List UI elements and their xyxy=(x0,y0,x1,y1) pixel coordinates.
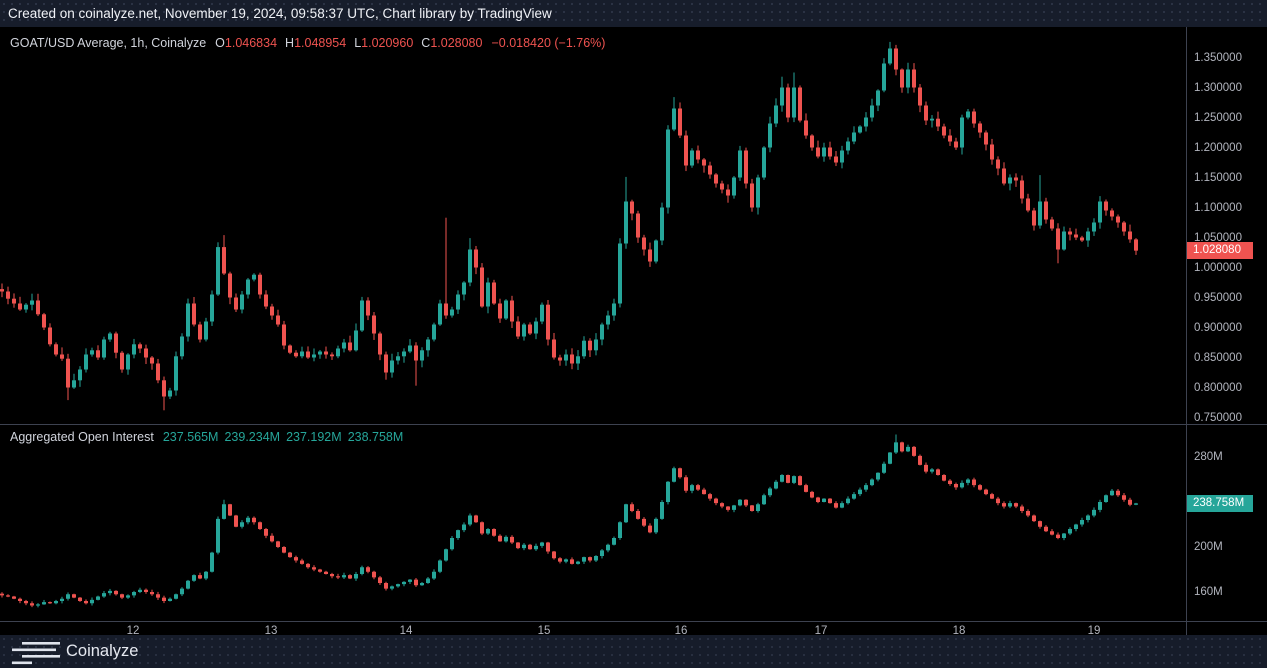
axis-tick-label: 1.000000 xyxy=(1194,261,1242,274)
axis-tick-label: 0.800000 xyxy=(1194,381,1242,394)
axis-tick-label: 1.100000 xyxy=(1194,201,1242,214)
time-tick-label: 19 xyxy=(1087,625,1101,637)
time-tick-label: 17 xyxy=(814,625,828,637)
price-change: −0.018420 (−1.76%) xyxy=(491,36,606,50)
pane-divider[interactable] xyxy=(0,424,1267,425)
oi-title[interactable]: Aggregated Open Interest xyxy=(10,430,154,444)
last-oi-badge: 238.758M xyxy=(1187,494,1253,512)
footer-bar: Coinalyze xyxy=(0,635,1267,668)
candlestick-chart-canvas[interactable] xyxy=(0,27,1267,635)
axis-tick-label: 1.150000 xyxy=(1194,171,1242,184)
ohlc-item-o: O1.046834 xyxy=(215,36,278,50)
oi-legend-value: 237.565M xyxy=(162,430,219,444)
axis-tick-label: 1.350000 xyxy=(1194,51,1242,64)
axis-tick-label: 1.250000 xyxy=(1194,111,1242,124)
time-tick-label: 14 xyxy=(399,625,413,637)
oi-legend-value: 239.234M xyxy=(224,430,281,444)
ohlc-item-c: C1.028080 xyxy=(421,36,483,50)
time-scale-drag-area[interactable] xyxy=(0,621,1186,635)
axis-tick-label: 1.300000 xyxy=(1194,81,1242,94)
oi-legend-value: 237.192M xyxy=(286,430,342,444)
time-tick-label: 16 xyxy=(674,625,688,637)
time-tick-label: 13 xyxy=(264,625,278,637)
axis-tick-label: 0.900000 xyxy=(1194,321,1242,334)
axis-tick-label: 0.950000 xyxy=(1194,291,1242,304)
price-scale-drag-area[interactable] xyxy=(1186,27,1267,621)
ohlc-values: O1.046834 H1.048954 L1.020960 C1.028080 xyxy=(215,36,482,50)
time-tick-label: 12 xyxy=(126,625,140,637)
oi-legend-value: 238.758M xyxy=(347,430,404,444)
oi-ohlc-values: 237.565M 239.234M 237.192M 238.758M xyxy=(163,430,409,444)
coinalyze-brand-link[interactable]: Coinalyze xyxy=(10,639,138,665)
price-pane-legend: GOAT/USD Average, 1h, Coinalyze O1.04683… xyxy=(10,36,605,50)
ohlc-item-l: L1.020960 xyxy=(354,36,414,50)
coinalyze-logo-icon xyxy=(10,639,62,665)
coinalyze-brand-label: Coinalyze xyxy=(66,642,139,660)
last-price-badge: 1.028080 xyxy=(1187,242,1253,260)
axis-tick-label: 1.200000 xyxy=(1194,141,1242,154)
axis-tick-label: 1.050000 xyxy=(1194,231,1242,244)
time-tick-label: 15 xyxy=(537,625,551,637)
symbol-title[interactable]: GOAT/USD Average, 1h, Coinalyze xyxy=(10,36,207,50)
price-scale-border xyxy=(1186,27,1187,635)
ohlc-item-h: H1.048954 xyxy=(285,36,347,50)
attribution-bar: Created on coinalyze.net, November 19, 2… xyxy=(0,0,1267,27)
axis-tick-label: 160M xyxy=(1194,586,1223,598)
axis-tick-label: 0.850000 xyxy=(1194,351,1242,364)
time-axis-border xyxy=(0,621,1267,622)
oi-pane-legend: Aggregated Open Interest 237.565M 239.234… xyxy=(10,430,409,444)
axis-tick-label: 280M xyxy=(1194,451,1223,463)
axis-tick-label: 0.750000 xyxy=(1194,411,1242,424)
axis-tick-label: 200M xyxy=(1194,541,1223,553)
chart-area: GOAT/USD Average, 1h, Coinalyze O1.04683… xyxy=(0,27,1267,637)
attribution-text: Created on coinalyze.net, November 19, 2… xyxy=(8,6,552,21)
time-tick-label: 18 xyxy=(952,625,966,637)
